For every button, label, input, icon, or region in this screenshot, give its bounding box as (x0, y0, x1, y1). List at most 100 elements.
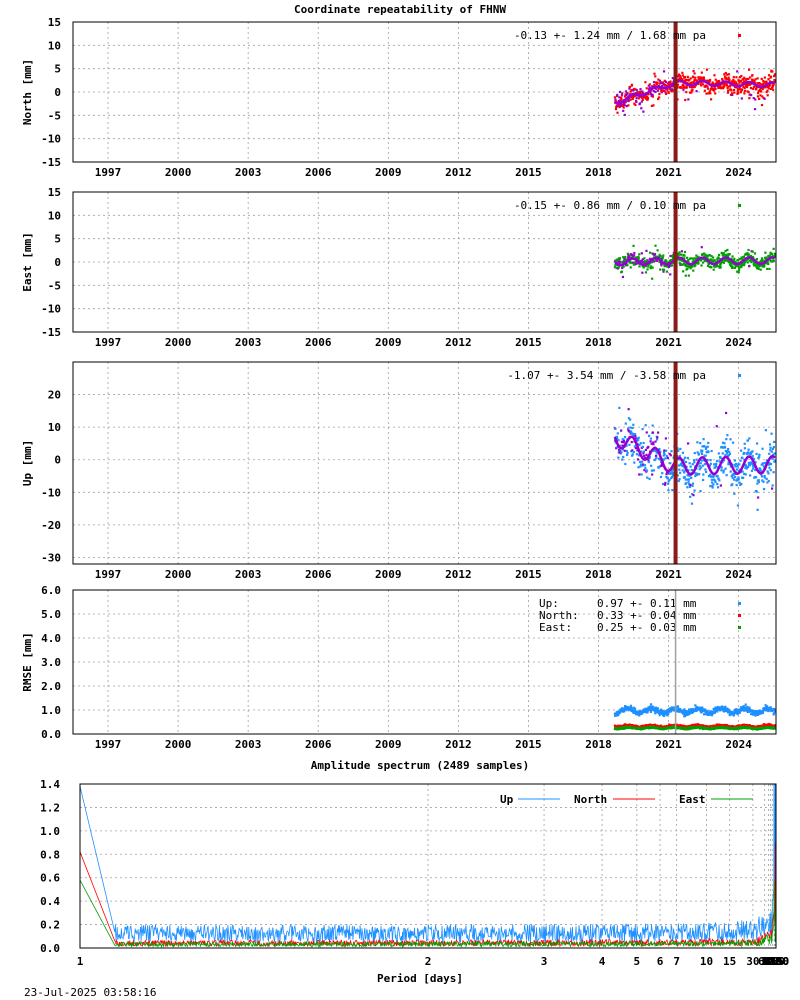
east-point (740, 264, 743, 267)
up-point (728, 452, 732, 455)
spectrum-ytick-label: 1.4 (40, 778, 60, 791)
east-point (651, 277, 654, 280)
rmse-point-up (739, 708, 742, 711)
north-point (694, 76, 697, 79)
east-point (773, 254, 777, 257)
up-ytick-label: 10 (48, 421, 61, 434)
east-point (743, 262, 746, 265)
rmse-xtick-label: 2009 (375, 738, 402, 751)
east-point (651, 266, 654, 269)
north-point (698, 78, 702, 81)
rmse-point-up (761, 711, 765, 714)
up-point (622, 455, 625, 459)
up-point (714, 464, 718, 467)
up-point (712, 483, 715, 486)
east-trend-line (614, 256, 776, 267)
rmse-xtick-label: 2000 (165, 738, 192, 751)
east-legend-marker (738, 204, 741, 207)
rmse-point-up (629, 704, 633, 707)
spectrum-xtick-label: 5 (634, 955, 641, 968)
up-point (766, 470, 769, 473)
north-point (710, 86, 713, 89)
east-point (729, 263, 732, 266)
spectrum-panel: 1 2 3 4 5 6 7 10 15 30619112218336573021904380876… (40, 778, 789, 968)
rmse-ytick-label: 1.0 (41, 704, 61, 717)
rmse-point-up (654, 706, 658, 709)
up-point (643, 464, 647, 467)
up-point (751, 455, 754, 458)
north-point (622, 109, 625, 112)
figure-title: Coordinate repeatability of FHNW (294, 3, 506, 16)
up-point (710, 449, 713, 453)
up-point (734, 475, 737, 479)
north-point (684, 78, 687, 81)
north-point (644, 97, 648, 100)
east-point (754, 262, 757, 265)
up-point (631, 453, 634, 456)
up-point (655, 438, 659, 441)
north-frame (72, 21, 777, 163)
up-point (677, 479, 680, 483)
up-point (650, 442, 653, 445)
up-point (654, 440, 657, 443)
up-point (715, 462, 718, 465)
east-point (670, 264, 674, 267)
up-point (748, 437, 751, 440)
spectrum-xtick-label: 183 (762, 955, 782, 968)
spectrum-xtick-label: 2 (425, 955, 432, 968)
east-point (646, 268, 649, 271)
north-point (657, 78, 660, 81)
east-point (629, 259, 632, 262)
east-point (626, 252, 629, 255)
north-point (616, 93, 619, 97)
north-point (723, 83, 726, 86)
north-point (640, 96, 644, 99)
up-point (732, 478, 736, 481)
up-point (740, 482, 743, 486)
north-point (631, 97, 634, 100)
up-point (686, 456, 689, 460)
north-point (709, 98, 713, 101)
up-point (702, 438, 705, 441)
east-point (665, 260, 668, 263)
east-point (631, 261, 634, 264)
east-point (758, 265, 761, 268)
east-point (726, 248, 729, 252)
up-point (731, 441, 735, 444)
up-ytick-label: 0 (54, 454, 61, 467)
north-point (646, 98, 649, 101)
up-point (742, 476, 745, 480)
up-point (661, 482, 665, 486)
east-point (755, 257, 758, 261)
up-point (722, 469, 725, 472)
north-point (701, 83, 705, 86)
north-point (654, 75, 657, 78)
east-point (719, 266, 722, 269)
up-point (638, 473, 641, 476)
rmse-legend-label: Up: (539, 597, 559, 610)
north-point (683, 86, 686, 89)
up-frame (72, 361, 777, 565)
north-point (637, 97, 641, 100)
up-point (771, 457, 774, 460)
rmse-point-up (716, 705, 719, 709)
rmse-point-up (676, 705, 680, 708)
rmse-point-up (735, 710, 738, 714)
up-point (723, 446, 727, 449)
up-point (678, 471, 682, 474)
east-point (637, 255, 640, 258)
north-point (708, 78, 712, 82)
rmse-point-up (649, 710, 652, 713)
north-point (733, 91, 736, 94)
up-point (688, 462, 691, 465)
east-point (724, 258, 727, 261)
up-xtick-label: 2009 (375, 568, 402, 581)
rmse-point-up (644, 707, 647, 710)
up-point (637, 466, 640, 469)
spectrum-xtick-label: 6 (657, 955, 664, 968)
east-point (761, 259, 764, 262)
north-point (682, 85, 685, 88)
east-point (621, 275, 625, 279)
rmse-point-up (635, 713, 638, 716)
rmse-point-up (763, 707, 766, 710)
